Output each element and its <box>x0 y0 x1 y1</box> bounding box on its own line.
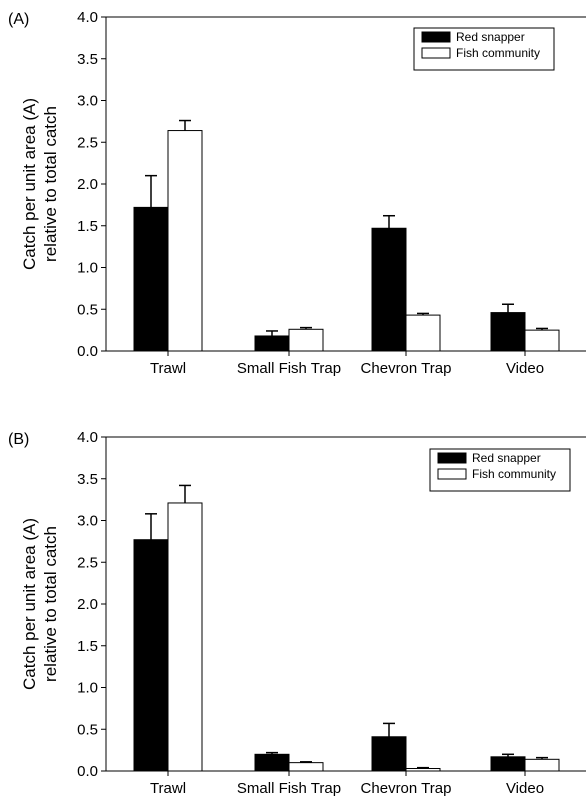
y-axis-label-line: relative to total catch <box>41 526 60 682</box>
y-tick-label: 3.5 <box>77 471 98 488</box>
panel-label: (A) <box>8 11 29 28</box>
y-tick-label: 4.0 <box>77 429 98 446</box>
bar-fish-community <box>405 767 441 772</box>
legend-label: Fish community <box>456 46 540 60</box>
y-tick-label: 0.5 <box>77 721 98 738</box>
legend-label: Red snapper <box>456 30 525 44</box>
bar-red-snapper <box>254 753 290 772</box>
bar-fish-community <box>524 758 560 772</box>
bar-fish-community <box>288 328 324 352</box>
bar-fish-community <box>405 314 441 352</box>
bar-fish-community <box>167 502 203 772</box>
x-tick-label: Chevron Trap <box>361 360 452 377</box>
y-tick-label: 2.5 <box>77 134 98 151</box>
y-axis-label-line: Catch per unit area (A) <box>20 518 39 690</box>
bar-red-snapper <box>490 312 526 352</box>
y-tick-label: 0.5 <box>77 301 98 318</box>
panel-label: (B) <box>8 431 29 448</box>
bar-red-snapper <box>133 539 169 772</box>
x-tick-label: Video <box>506 780 544 797</box>
bar-red-snapper <box>371 227 407 352</box>
y-tick-label: 2.5 <box>77 554 98 571</box>
y-tick-label: 3.5 <box>77 51 98 68</box>
x-tick-label: Small Fish Trap <box>237 360 341 377</box>
y-tick-label: 4.0 <box>77 9 98 26</box>
legend-label: Red snapper <box>472 451 541 465</box>
y-tick-label: 3.0 <box>77 513 98 530</box>
legend-swatch <box>437 468 467 480</box>
y-tick-label: 0.0 <box>77 763 98 780</box>
y-tick-label: 2.0 <box>77 596 98 613</box>
y-tick-label: 1.5 <box>77 638 98 655</box>
y-axis-label: Catch per unit area (A) relative to total… <box>20 98 60 270</box>
bar-red-snapper <box>254 335 290 352</box>
bar-fish-community <box>524 329 560 352</box>
x-tick-label: Trawl <box>150 780 186 797</box>
y-tick-label: 0.0 <box>77 343 98 360</box>
bar-red-snapper <box>133 206 169 352</box>
y-tick-label: 2.0 <box>77 176 98 193</box>
legend-swatch <box>421 31 451 43</box>
y-tick-label: 1.0 <box>77 680 98 697</box>
y-axis-label: Catch per unit area (A) relative to total… <box>20 518 60 690</box>
y-axis-label-line: relative to total catch <box>41 106 60 262</box>
x-tick-label: Trawl <box>150 360 186 377</box>
x-tick-label: Video <box>506 360 544 377</box>
y-tick-label: 1.0 <box>77 260 98 277</box>
bar-red-snapper <box>490 756 526 772</box>
legend-label: Fish community <box>472 467 556 481</box>
x-tick-label: Chevron Trap <box>361 780 452 797</box>
bar-fish-community <box>288 762 324 772</box>
legend-swatch <box>421 47 451 59</box>
bar-red-snapper <box>371 736 407 772</box>
bar-fish-community <box>167 130 203 352</box>
y-tick-label: 3.0 <box>77 93 98 110</box>
y-axis-label-line: Catch per unit area (A) <box>20 98 39 270</box>
y-tick-label: 1.5 <box>77 218 98 235</box>
legend-swatch <box>437 452 467 464</box>
x-tick-label: Small Fish Trap <box>237 780 341 797</box>
